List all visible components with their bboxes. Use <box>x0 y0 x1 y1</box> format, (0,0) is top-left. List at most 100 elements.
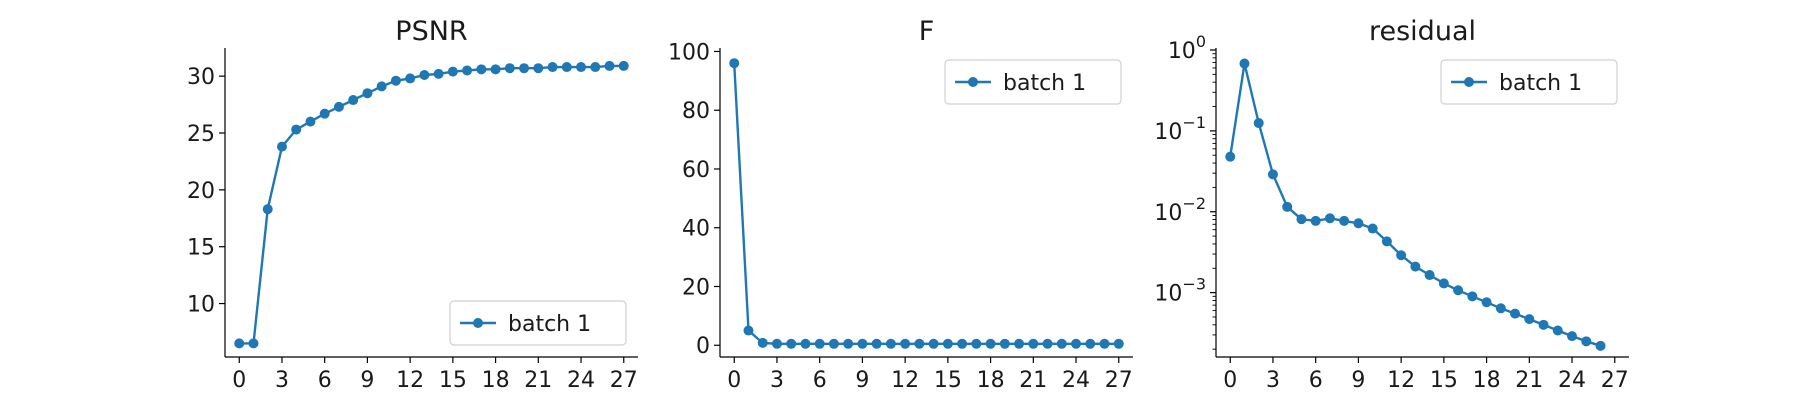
legend: batch 1 <box>449 300 627 346</box>
data-point <box>1239 58 1250 69</box>
x-tick-label: 15 <box>934 368 962 393</box>
data-point <box>1381 236 1392 247</box>
x-tick-label: 24 <box>1558 368 1586 393</box>
data-point <box>1225 151 1236 162</box>
x-tick-label: 6 <box>813 368 827 393</box>
data-point <box>1524 314 1535 325</box>
x-tick-label: 18 <box>977 368 1005 393</box>
y-tick-label: 20 <box>682 275 710 300</box>
y-tick-label: 60 <box>682 158 710 183</box>
y-tick-label: 10 <box>187 293 215 318</box>
x-tick-label: 21 <box>524 368 552 393</box>
x-tick-label: 18 <box>482 368 510 393</box>
data-point <box>276 141 287 152</box>
data-point <box>1014 338 1025 349</box>
x-tick-label: 15 <box>1430 368 1458 393</box>
data-point <box>319 108 330 119</box>
series-line <box>239 64 624 345</box>
x-tick-label: 0 <box>727 368 741 393</box>
data-point <box>1099 338 1110 349</box>
x-tick-label: 15 <box>439 368 467 393</box>
data-point <box>1267 169 1278 180</box>
data-point <box>504 63 515 74</box>
y-tick-label: 0 <box>696 334 710 359</box>
y-tick-label: 80 <box>682 99 710 124</box>
data-point <box>362 88 373 99</box>
y-tick-label: 20 <box>187 179 215 204</box>
data-point <box>1056 338 1067 349</box>
data-point <box>547 62 558 73</box>
data-point <box>1296 214 1307 225</box>
data-point <box>1581 336 1592 347</box>
data-point <box>971 338 982 349</box>
x-tick-label: 0 <box>1223 368 1237 393</box>
x-tick-label: 27 <box>1601 368 1629 393</box>
data-point <box>476 64 487 75</box>
data-point <box>1339 215 1350 226</box>
data-point <box>490 64 501 75</box>
legend-label: batch 1 <box>1499 71 1582 96</box>
legend-marker <box>473 318 483 328</box>
data-point <box>618 60 629 71</box>
data-point <box>576 62 587 73</box>
data-point <box>1324 213 1335 224</box>
data-point <box>405 73 416 84</box>
data-point <box>1028 338 1039 349</box>
data-point <box>590 62 601 73</box>
x-tick-label: 18 <box>1473 368 1501 393</box>
legend-box <box>944 59 1122 105</box>
legend-marker <box>1464 77 1474 87</box>
chart-title: F <box>919 16 935 47</box>
x-tick-label: 24 <box>567 368 595 393</box>
legend-box <box>1440 59 1618 105</box>
data-point <box>814 338 825 349</box>
legend-marker <box>968 77 978 87</box>
x-tick-label: 6 <box>1309 368 1323 393</box>
x-tick-label: 12 <box>1387 368 1415 393</box>
data-point <box>800 338 811 349</box>
data-point <box>533 63 544 74</box>
data-point <box>729 58 740 69</box>
chart-title: residual <box>1369 16 1476 47</box>
x-tick-label: 27 <box>610 368 638 393</box>
legend-label: batch 1 <box>508 312 591 337</box>
data-point <box>885 338 896 349</box>
data-point <box>604 60 615 71</box>
data-point <box>999 338 1010 349</box>
data-point <box>419 70 430 81</box>
data-point <box>1367 223 1378 234</box>
y-tick-label: 100 <box>1168 32 1206 64</box>
data-point <box>757 337 768 348</box>
x-tick-label: 3 <box>275 368 289 393</box>
chart-panel-1: F 0 3 6 9 12 15 18 21 24 27 0 20 40 60 80 100 batch 1 <box>668 16 1133 393</box>
data-point <box>843 338 854 349</box>
data-point <box>1310 215 1321 226</box>
data-point <box>447 66 458 77</box>
data-point <box>1282 201 1293 212</box>
data-point <box>561 62 572 73</box>
data-point <box>985 338 996 349</box>
data-point <box>942 338 953 349</box>
x-tick-label: 9 <box>855 368 869 393</box>
data-point <box>928 338 939 349</box>
data-point <box>1253 118 1264 129</box>
data-point <box>957 338 968 349</box>
x-tick-label: 21 <box>1019 368 1047 393</box>
x-tick-label: 0 <box>232 368 246 393</box>
data-point <box>871 338 882 349</box>
data-point <box>786 338 797 349</box>
x-tick-label: 9 <box>360 368 374 393</box>
chart-panel-2: residual 0 3 6 9 12 15 18 21 24 27 10−3 10−2 10−1 100 b… <box>1154 16 1629 393</box>
data-point <box>914 338 925 349</box>
data-point <box>248 338 259 349</box>
data-point <box>1481 297 1492 308</box>
x-tick-label: 9 <box>1351 368 1365 393</box>
data-point <box>1467 291 1478 302</box>
data-point <box>1595 340 1606 351</box>
y-tick-label: 100 <box>668 40 710 65</box>
data-point <box>1113 338 1124 349</box>
legend: batch 1 <box>944 59 1122 105</box>
legend-label: batch 1 <box>1003 71 1086 96</box>
y-tick-label: 25 <box>187 122 215 147</box>
